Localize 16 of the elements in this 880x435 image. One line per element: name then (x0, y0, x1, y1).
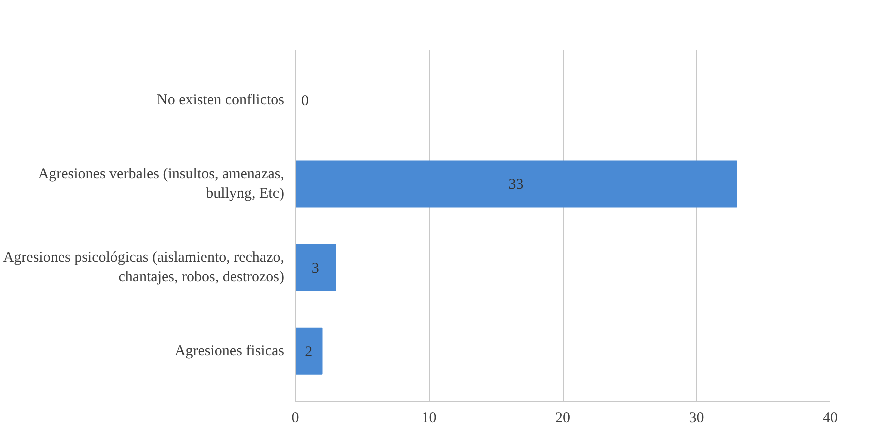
bar (296, 328, 323, 375)
y-tick-label: No existen conflictos (157, 92, 285, 109)
y-tick-label: Agresiones fisicas (174, 343, 285, 360)
x-tick-label: 20 (556, 410, 570, 426)
y-tick-label: Agresiones psicológicas (aislamiento, rechazo, chantajes, robos, destrozos) (3, 250, 285, 286)
data-label: 3 (312, 260, 320, 277)
y-tick-label: Agresiones verbales (insultos, amenazas, bullyng, Etc) (38, 166, 285, 202)
x-tick-label: 10 (422, 410, 437, 426)
x-tick-label: 0 (292, 410, 300, 426)
data-label: 0 (302, 94, 309, 110)
data-label: 33 (508, 177, 524, 194)
bar (296, 244, 336, 292)
x-tick-label: 30 (689, 410, 704, 426)
bar (296, 160, 738, 208)
x-tick-label: 40 (823, 410, 838, 426)
data-label: 2 (305, 344, 313, 360)
